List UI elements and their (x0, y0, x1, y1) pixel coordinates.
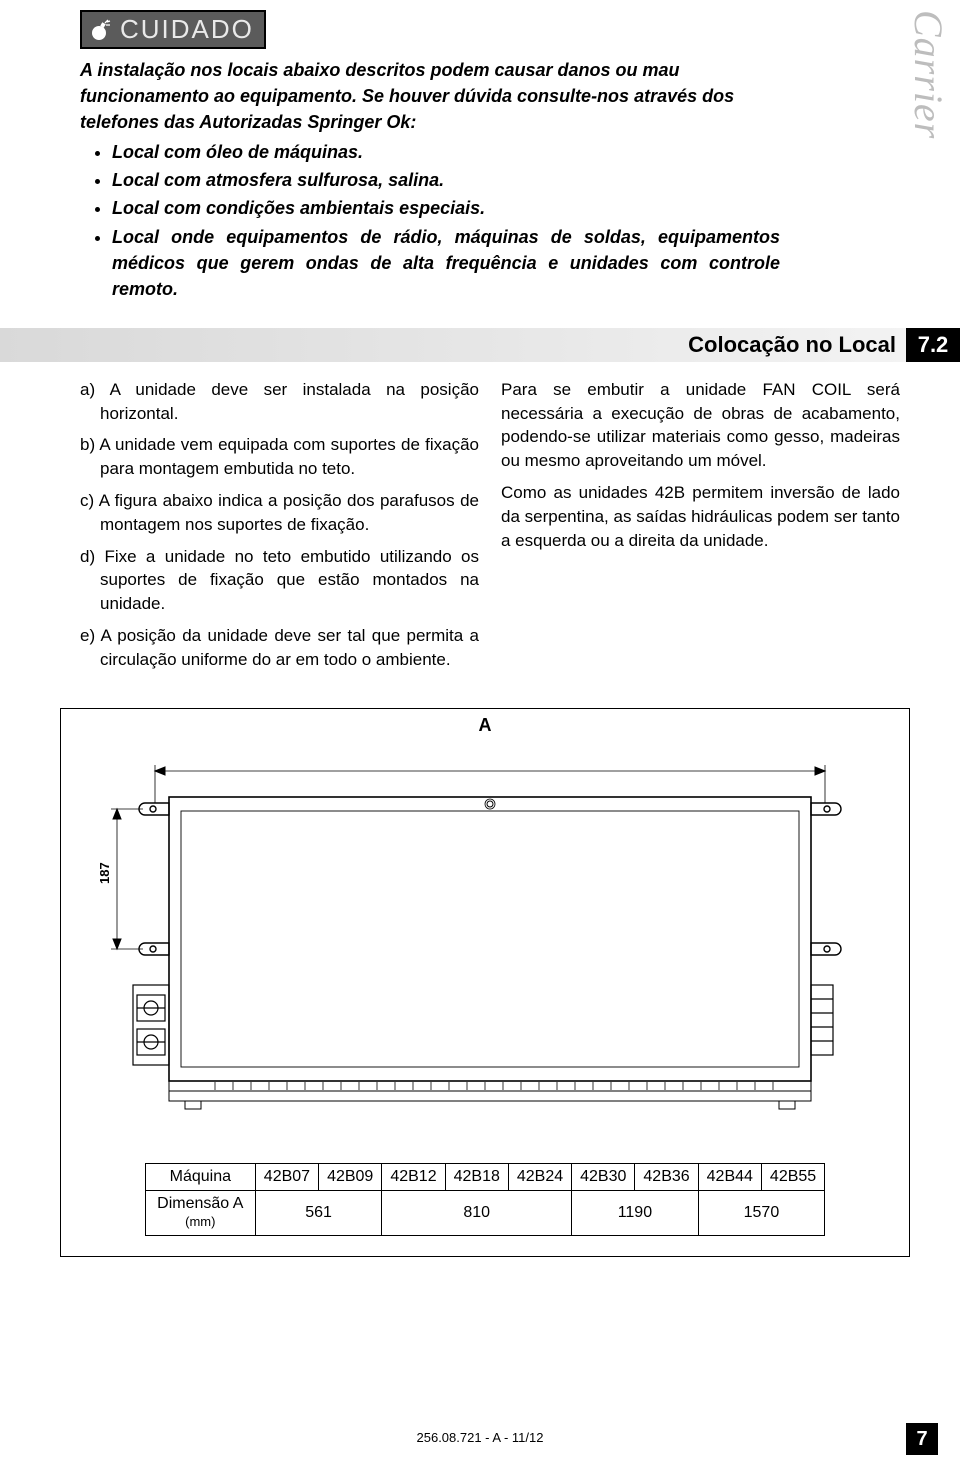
dimension-table: Máquina 42B0742B0942B1242B1842B2442B3042… (145, 1163, 825, 1236)
warning-intro: A instalação nos locais abaixo descritos… (80, 57, 780, 135)
table-machine-cell: 42B24 (508, 1163, 571, 1190)
bomb-icon (88, 18, 112, 42)
table-machine-cell: 42B07 (255, 1163, 318, 1190)
right-col-paragraph: Para se embutir a unidade FAN COIL será … (501, 378, 900, 473)
table-dim-cell: 1570 (698, 1190, 825, 1235)
table-machine-cell: 42B36 (635, 1163, 698, 1190)
technical-drawing-frame: A 187 (60, 708, 910, 1257)
warning-bullet: Local com atmosfera sulfurosa, salina. (112, 167, 780, 193)
table-machine-cell: 42B09 (319, 1163, 382, 1190)
section-title: Colocação no Local (0, 328, 906, 362)
warning-bullet: Local com óleo de máquinas. (112, 139, 780, 165)
table-dim-cell: 561 (255, 1190, 382, 1235)
brand-watermark: Carrier (905, 10, 952, 139)
table-dim-cell: 810 (382, 1190, 572, 1235)
left-col-item: c) A figura abaixo indica a posição dos … (80, 489, 479, 537)
dimension-a-label: A (479, 715, 492, 736)
left-col-item: a) A unidade deve ser instalada na posiç… (80, 378, 479, 426)
warning-bullet: Local onde equipamentos de rádio, máquin… (112, 224, 780, 302)
right-col-paragraph: Como as unidades 42B permitem inversão d… (501, 481, 900, 552)
table-dim-cell: 1190 (572, 1190, 699, 1235)
warning-list: Local com óleo de máquinas.Local com atm… (80, 139, 780, 302)
table-machine-cell: 42B55 (761, 1163, 824, 1190)
table-row2-header: Dimensão A(mm) (145, 1190, 255, 1235)
warning-bullet: Local com condições ambientais especiais… (112, 195, 780, 221)
section-header-bar: Colocação no Local 7.2 (0, 328, 960, 362)
table-machine-cell: 42B18 (445, 1163, 508, 1190)
warning-text: A instalação nos locais abaixo descritos… (80, 57, 780, 302)
table-machine-cell: 42B12 (382, 1163, 445, 1190)
section-number: 7.2 (906, 328, 960, 362)
table-row1-header: Máquina (145, 1163, 255, 1190)
page-number: 7 (906, 1423, 938, 1455)
table-machine-cell: 42B30 (572, 1163, 635, 1190)
unit-diagram: 187 (95, 749, 875, 1139)
table-machine-cell: 42B44 (698, 1163, 761, 1190)
footer-code: 256.08.721 - A - 11/12 (0, 1430, 960, 1445)
left-col-item: e) A posição da unidade deve ser tal que… (80, 624, 479, 672)
caution-header: CUIDADO (80, 10, 266, 49)
right-column: Para se embutir a unidade FAN COIL será … (501, 378, 900, 680)
left-column: a) A unidade deve ser instalada na posiç… (80, 378, 479, 680)
left-col-item: d) Fixe a unidade no teto embutido utili… (80, 545, 479, 616)
caution-label: CUIDADO (120, 14, 254, 45)
svg-text:187: 187 (97, 862, 112, 884)
left-col-item: b) A unidade vem equipada com suportes d… (80, 433, 479, 481)
